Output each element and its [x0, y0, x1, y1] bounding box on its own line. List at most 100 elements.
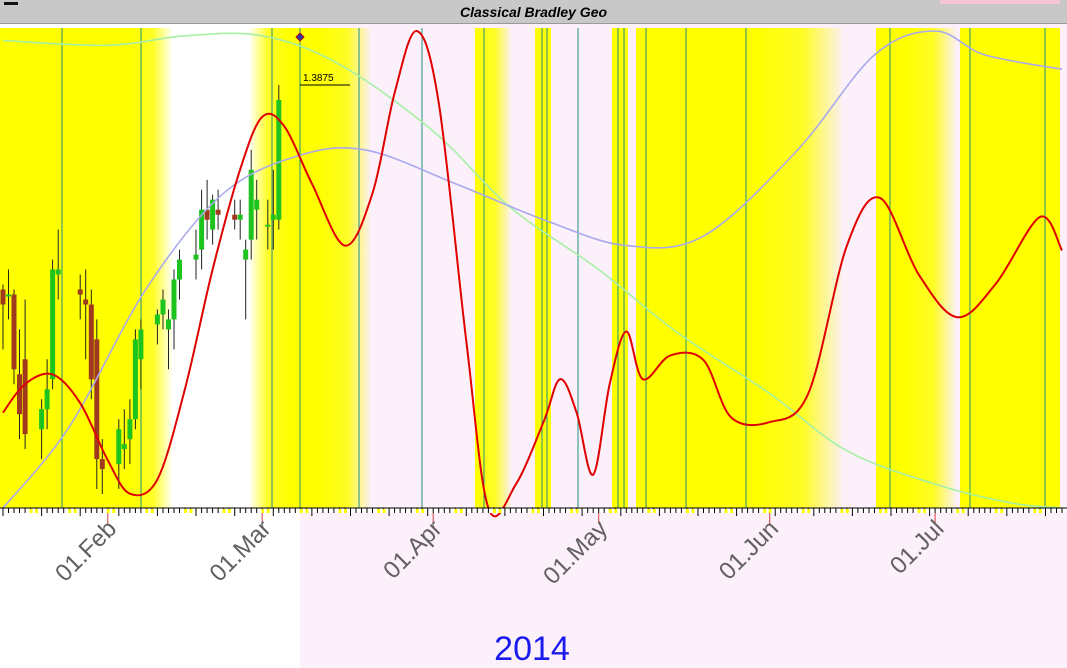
turn-date-lines	[61, 28, 1046, 508]
bradley-line	[2, 30, 1063, 518]
candlestick	[17, 329, 22, 440]
candle-body	[199, 209, 205, 250]
candle-body	[17, 374, 22, 415]
candlestick	[199, 189, 205, 270]
candlestick	[77, 274, 83, 320]
candlestick	[83, 269, 89, 360]
highlight-band	[475, 28, 511, 508]
weekend-marker	[647, 509, 651, 513]
candlestick	[121, 409, 127, 470]
candlestick	[6, 269, 11, 320]
candle-body	[50, 269, 56, 380]
weekend-marker	[801, 509, 805, 513]
candlestick	[166, 309, 171, 370]
weekend-marker	[1000, 509, 1004, 513]
bradley-chart: 1.3875 01.Feb 01.Mar 01.Apr 01.May 01.Jun 01.…	[0, 24, 1067, 668]
candlestick	[44, 359, 50, 430]
candlestick	[193, 229, 199, 280]
candlestick-series	[0, 85, 282, 494]
weekend-marker	[106, 509, 110, 513]
candlestick	[127, 399, 133, 465]
weekend-marker	[961, 509, 965, 513]
window-corner-mark	[4, 2, 18, 5]
candlestick	[11, 289, 17, 385]
highlight-band	[130, 28, 172, 508]
weekend-marker	[338, 509, 342, 513]
candlestick	[138, 319, 144, 390]
weekend-marker	[150, 509, 154, 513]
candle-body	[254, 199, 260, 210]
weekend-marker	[575, 509, 579, 513]
weekend-marker	[421, 509, 425, 513]
candlestick	[237, 199, 243, 240]
candle-body	[22, 359, 28, 435]
weekend-marker	[266, 509, 270, 513]
weekend-marker	[652, 509, 656, 513]
candle-body	[99, 459, 105, 470]
candle-body	[265, 224, 271, 227]
candle-body	[127, 419, 133, 440]
weekend-marker	[879, 509, 882, 513]
weekend-marker	[730, 509, 734, 513]
candle-body	[232, 214, 238, 220]
weekend-marker	[923, 509, 927, 513]
window-corner-strip	[940, 0, 1060, 4]
weekend-marker	[189, 509, 193, 513]
candle-body	[83, 299, 89, 305]
weekend-marker	[454, 509, 458, 513]
highlight-band	[960, 28, 1060, 508]
weekend-marker	[35, 509, 39, 513]
weekend-marker	[415, 509, 419, 513]
green-cycle-line	[2, 32, 1063, 509]
candle-body	[55, 269, 61, 275]
candle-body	[166, 319, 171, 330]
weekend-marker	[768, 509, 772, 513]
highlight-band	[250, 28, 290, 508]
weekend-marker	[994, 509, 998, 513]
chart-title: Classical Bradley Geo	[459, 4, 608, 20]
candlestick	[276, 85, 282, 230]
candlestick	[0, 284, 6, 350]
weekend-marker	[956, 509, 960, 513]
weekend-marker	[537, 509, 540, 513]
candlestick	[215, 189, 221, 230]
weekend-marker	[884, 509, 888, 513]
weekend-marker	[1038, 509, 1042, 513]
candlestick	[232, 199, 238, 230]
weekend-marker	[145, 509, 149, 513]
candle-body	[210, 199, 216, 230]
highlight-band	[906, 28, 956, 508]
weekend-marker	[112, 509, 116, 513]
highlight-band	[612, 28, 628, 508]
candlestick	[177, 249, 182, 300]
weekend-marker	[382, 509, 386, 513]
weekend-marker	[377, 509, 381, 513]
weekend-marker	[614, 509, 618, 513]
weekend-marker	[1033, 509, 1037, 513]
highlight-band	[0, 28, 130, 508]
candle-body	[116, 429, 122, 465]
candle-body	[243, 249, 249, 260]
candlestick	[88, 289, 94, 400]
weekend-marker	[73, 509, 77, 513]
candlestick	[160, 289, 166, 330]
candle-body	[154, 314, 160, 325]
candle-body	[11, 294, 17, 370]
candlestick	[248, 149, 254, 260]
candlestick	[265, 199, 271, 250]
highlight-bands	[0, 28, 1060, 508]
candlestick	[116, 419, 122, 489]
candle-body	[248, 169, 254, 240]
candlestick	[171, 269, 177, 350]
candle-body	[193, 254, 199, 260]
weekend-marker	[685, 509, 689, 513]
weekend-marker	[498, 509, 502, 513]
candle-body	[270, 214, 276, 220]
weekend-marker	[305, 509, 309, 513]
blue-cycle-line	[2, 30, 1063, 509]
candlestick	[154, 309, 160, 345]
weekend-marker	[184, 509, 187, 513]
candlestick	[254, 179, 260, 240]
candle-body	[121, 444, 127, 450]
weekend-marker	[492, 509, 496, 513]
